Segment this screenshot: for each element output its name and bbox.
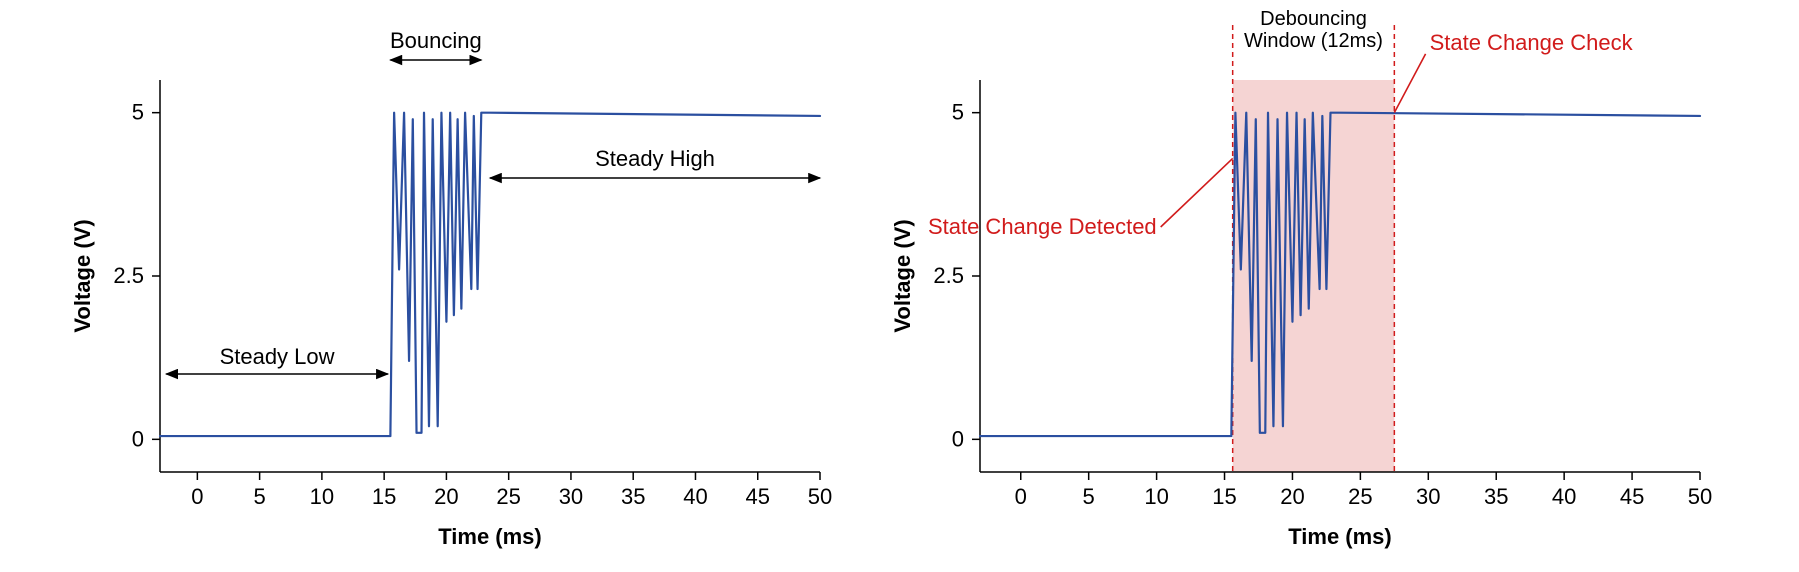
chart-panel-left: 0 5 10 15 20 25 30 35 40 45 50 0 2.5 5 Time (ms) Voltag…: [40, 0, 860, 572]
annotation-label-steady-high: Steady High: [595, 146, 715, 171]
x-tick-label: 40: [683, 484, 707, 509]
x-tick-label: 25: [1348, 484, 1372, 509]
x-tick-label: 35: [621, 484, 645, 509]
y-axis-label: Voltage (V): [70, 219, 95, 332]
annotation-leader-state-change-check: [1394, 54, 1425, 113]
x-axis-label: Time (ms): [1288, 524, 1392, 549]
x-tick-label: 25: [496, 484, 520, 509]
annotation-label-steady-low: Steady Low: [220, 344, 335, 369]
x-tick-label: 35: [1484, 484, 1508, 509]
x-tick-label: 50: [1688, 484, 1712, 509]
x-tick-label: 20: [434, 484, 458, 509]
y-axis-label: Voltage (V): [890, 219, 915, 332]
x-tick-label: 0: [1015, 484, 1027, 509]
x-tick-label: 20: [1280, 484, 1304, 509]
y-tick-label: 5: [952, 100, 964, 125]
annotation-label-state-change-check: State Change Check: [1430, 30, 1634, 55]
x-tick-label: 40: [1552, 484, 1576, 509]
annotation-label-bouncing: Bouncing: [390, 28, 482, 53]
y-tick-label: 0: [132, 426, 144, 451]
x-tick-label: 45: [1620, 484, 1644, 509]
annotation-leader-state-change-detected: [1161, 158, 1233, 227]
x-tick-label: 5: [253, 484, 265, 509]
y-tick-label: 2.5: [933, 263, 964, 288]
y-tick-label: 0: [952, 426, 964, 451]
x-tick-label: 10: [1144, 484, 1168, 509]
x-tick-label: 45: [745, 484, 769, 509]
x-tick-label: 5: [1083, 484, 1095, 509]
annotation-label-state-change-detected: State Change Detected: [928, 214, 1157, 239]
y-tick-label: 5: [132, 100, 144, 125]
x-tick-label: 50: [808, 484, 832, 509]
x-tick-label: 0: [191, 484, 203, 509]
chart-panel-right: DebouncingWindow (12ms) 0 5 10 15 20 25 30 35 40 4…: [860, 0, 1740, 572]
voltage-signal: [160, 113, 820, 436]
debounce-window-label: DebouncingWindow (12ms): [1244, 8, 1383, 52]
x-tick-label: 15: [1212, 484, 1236, 509]
x-tick-label: 30: [559, 484, 583, 509]
y-tick-label: 2.5: [113, 263, 144, 288]
x-tick-label: 15: [372, 484, 396, 509]
x-axis-label: Time (ms): [438, 524, 542, 549]
x-tick-label: 10: [310, 484, 334, 509]
x-tick-label: 30: [1416, 484, 1440, 509]
